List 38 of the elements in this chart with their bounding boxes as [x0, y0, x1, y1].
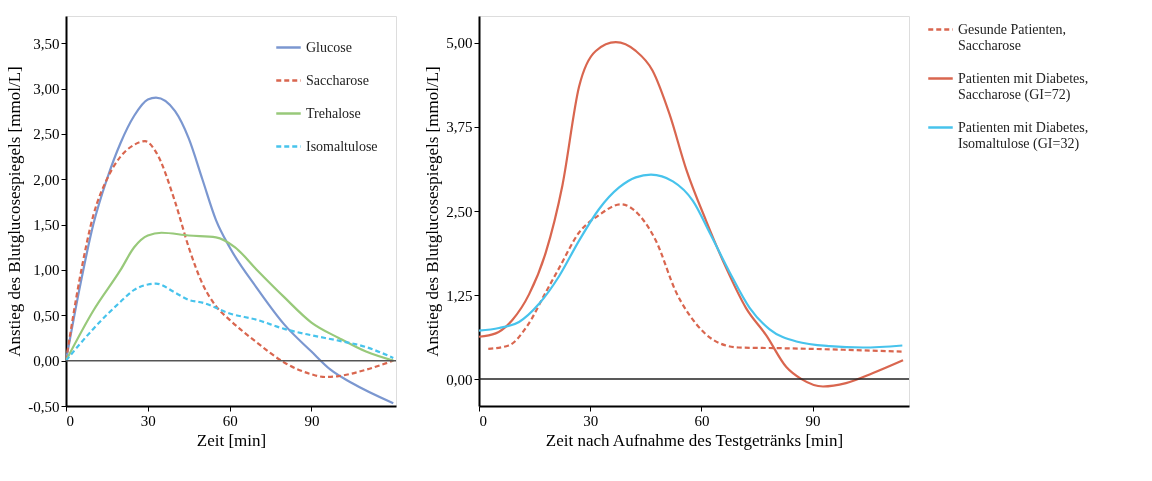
x-tick-label: 90 [805, 412, 821, 429]
x-tick-label: 60 [694, 412, 710, 429]
legend-label: Gesunde Patienten, Saccharose [958, 21, 1067, 53]
line-series [66, 231, 395, 362]
y-tick-label: -0,50 [28, 398, 60, 415]
x-tick-label: 90 [304, 412, 320, 429]
y-tick-label: 0,00 [446, 371, 473, 388]
legend-label: Glucose [306, 39, 352, 55]
x-tick-label: 60 [222, 412, 238, 429]
x-axis-title: Zeit nach Aufnahme des Testgetränks [min] [545, 430, 844, 450]
line-series [479, 41, 905, 388]
y-tick-label: 0,00 [33, 353, 60, 370]
y-tick-label: 2,50 [446, 203, 473, 220]
x-tick-label: 0 [479, 412, 487, 429]
y-axis-title: Anstieg des Blutglucosespiegels [mmol/L] [5, 66, 25, 357]
y-tick-label: 1,25 [446, 287, 473, 304]
y-tick-label: 5,00 [446, 35, 473, 52]
line-series [66, 140, 395, 379]
line-series [479, 173, 904, 349]
x-tick-label: 30 [583, 412, 599, 429]
legend-label: Patienten mit Diabetes, Saccharose (GI=72) [958, 70, 1089, 103]
y-tick-label: 3,75 [446, 119, 473, 136]
legend-label: Trehalose [306, 105, 361, 121]
line-series [66, 282, 395, 362]
y-tick-label: 1,50 [33, 217, 60, 234]
legend-label: Saccharose [306, 72, 369, 88]
y-tick-label: 1,00 [33, 262, 60, 279]
y-tick-label: 3,50 [33, 35, 60, 52]
y-tick-label: 2,00 [33, 171, 60, 188]
y-tick-label: 2,50 [33, 126, 60, 143]
legend-label: Patienten mit Diabetes, Isomaltulose (GI=32) [958, 119, 1089, 152]
x-tick-label: 0 [66, 412, 74, 429]
y-axis-title: Anstieg des Blutglucosespiegels [mmol/L] [423, 66, 443, 357]
y-tick-label: 0,50 [33, 307, 60, 324]
x-tick-label: 30 [140, 412, 156, 429]
legend-label: Isomaltulose [306, 138, 378, 154]
x-axis-title: Zeit [min] [196, 430, 267, 450]
y-tick-label: 3,00 [33, 81, 60, 98]
